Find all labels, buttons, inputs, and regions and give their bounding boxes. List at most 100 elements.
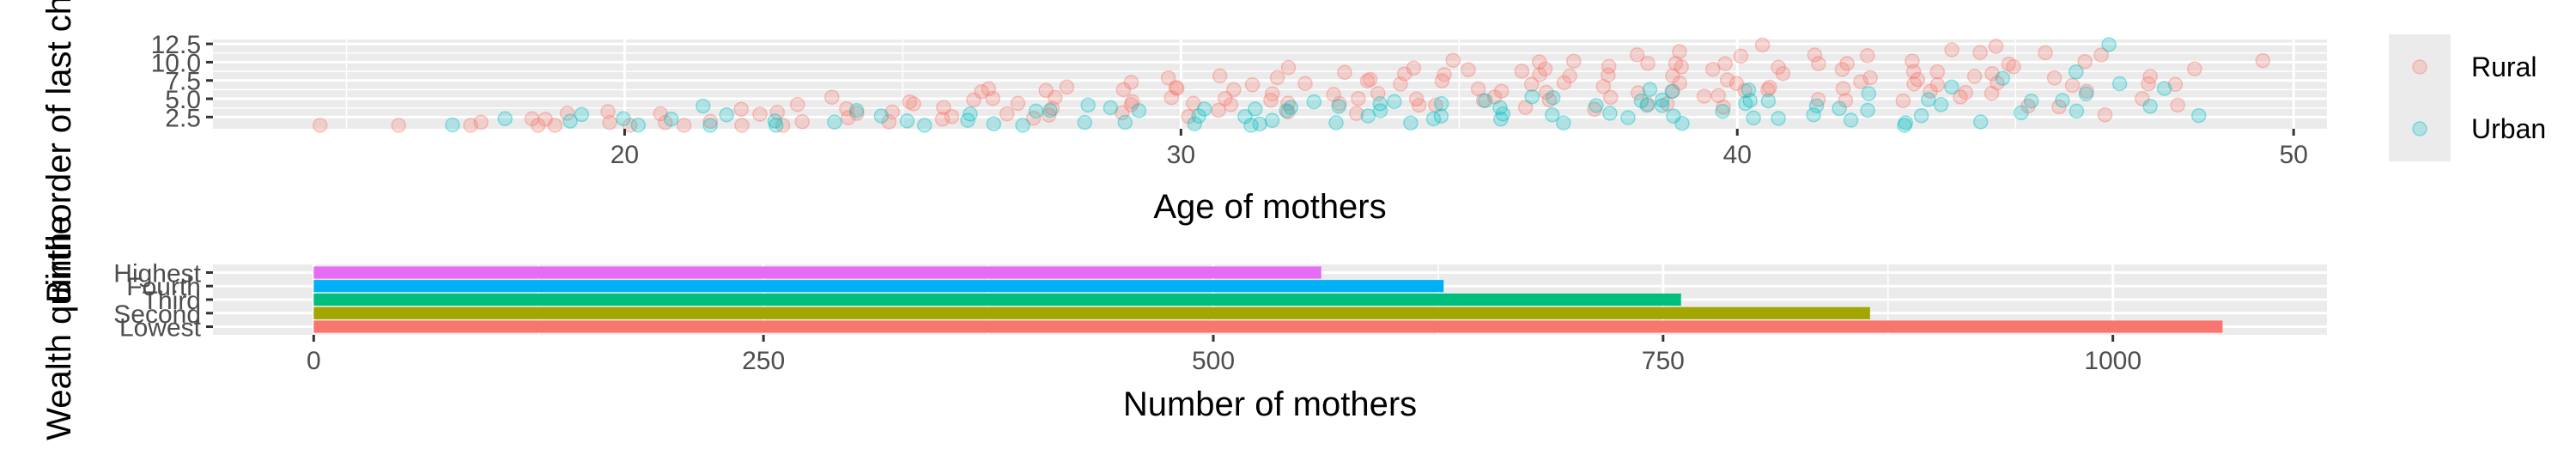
scatter-y-tick-label: 5.0 xyxy=(165,86,201,114)
scatter-point-rural xyxy=(999,106,1015,122)
scatter-x-tick-label: 30 xyxy=(1167,141,1195,169)
scatter-point-urban xyxy=(1913,107,1929,124)
scatter-point-urban xyxy=(1589,98,1604,113)
scatter-point-rural xyxy=(1929,76,1946,93)
scatter-point-urban xyxy=(2156,81,2172,96)
scatter-point-rural xyxy=(1539,84,1554,100)
scatter-point-urban xyxy=(1832,100,1847,117)
scatter-point-rural xyxy=(1958,85,1973,100)
scatter-point-rural xyxy=(1601,58,1617,75)
bar-x-tick-label: 750 xyxy=(1642,347,1685,375)
scatter-point-rural xyxy=(966,92,981,108)
scatter-x-tick-label: 50 xyxy=(2279,141,2307,169)
scatter-point-rural xyxy=(524,111,540,127)
bar-x-axis-title: Number of mothers xyxy=(1123,385,1417,423)
scatter-point-urban xyxy=(1478,93,1493,109)
scatter-point-urban xyxy=(1898,115,1914,130)
scatter-point-rural xyxy=(1665,68,1680,84)
scatter-point-rural xyxy=(1486,89,1503,105)
scatter-point-rural xyxy=(1059,79,1075,95)
scatter-point-rural xyxy=(1514,64,1530,79)
legend-label-urban: Urban xyxy=(2471,113,2546,144)
scatter-x-tick-label: 40 xyxy=(1723,141,1752,169)
scatter-point-urban xyxy=(1944,79,1959,95)
scatter-point-urban xyxy=(1742,93,1758,108)
scatter-point-rural xyxy=(1719,72,1735,88)
bar-y-tick-label: Highest xyxy=(113,259,201,288)
bar-x-tick-label: 500 xyxy=(1192,347,1235,375)
scatter-point-urban xyxy=(1654,98,1670,113)
scatter-point-urban xyxy=(1633,93,1649,109)
scatter-point-urban xyxy=(1028,103,1044,119)
scatter-point-rural xyxy=(1966,69,1983,84)
bar-lowest xyxy=(313,320,2223,333)
bar-third xyxy=(313,293,1681,306)
scatter-point-rural xyxy=(1541,92,1558,108)
scatter-point-rural xyxy=(1351,90,1366,106)
scatter-point-rural xyxy=(981,81,997,97)
scatter-point-rural xyxy=(902,94,918,110)
scatter-point-urban xyxy=(1103,100,1119,116)
scatter-y-axis: 2.55.07.510.012.5 xyxy=(151,31,213,132)
scatter-point-rural xyxy=(1595,78,1612,94)
scatter-point-rural xyxy=(1717,56,1733,71)
scatter-point-rural xyxy=(2255,52,2271,69)
scatter-point-urban xyxy=(1746,110,1761,126)
scatter-point-urban xyxy=(1545,89,1561,106)
scatter-point-urban xyxy=(574,106,590,123)
scatter-point-urban xyxy=(1495,106,1511,122)
scatter-point-urban xyxy=(1403,115,1419,130)
scatter-point-rural xyxy=(839,100,854,117)
scatter-point-rural xyxy=(1565,53,1582,69)
scatter-point-urban xyxy=(1077,114,1093,130)
scatter-point-urban xyxy=(1372,103,1388,118)
scatter-point-urban xyxy=(1279,103,1294,118)
scatter-point-urban xyxy=(497,111,513,127)
scatter-point-rural xyxy=(2097,107,2113,123)
scatter-x-axis: 20 30 40 50 xyxy=(611,129,2308,169)
scatter-point-urban xyxy=(1843,112,1859,128)
scatter-point-rural xyxy=(789,96,805,112)
scatter-point-urban xyxy=(1433,96,1449,112)
scatter-point-rural xyxy=(769,105,786,120)
scatter-point-rural xyxy=(1972,45,1988,60)
scatter-point-urban xyxy=(1372,96,1388,112)
scatter-point-urban xyxy=(1191,108,1206,124)
scatter-point-urban xyxy=(1493,112,1509,127)
bar-y-tick-label: Fourth xyxy=(126,273,201,301)
bar-y-tick-label: Third xyxy=(143,287,201,315)
scatter-point-rural xyxy=(2077,53,2093,70)
scatter-point-rural xyxy=(1839,56,1855,71)
scatter-point-rural xyxy=(1048,89,1063,106)
legend-label-rural: Rural xyxy=(2471,52,2537,82)
scatter-point-rural xyxy=(1668,56,1684,71)
scatter-point-rural xyxy=(1838,93,1854,108)
scatter-point-urban xyxy=(769,118,784,133)
scatter-points xyxy=(313,37,2271,133)
scatter-point-rural xyxy=(1737,82,1753,99)
scatter-point-urban xyxy=(1602,106,1618,121)
scatter-point-rural xyxy=(1834,62,1850,77)
scatter-point-urban xyxy=(1328,115,1344,130)
scatter-point-rural xyxy=(1408,91,1425,107)
scatter-point-rural xyxy=(2142,69,2158,84)
scatter-point-rural xyxy=(1862,70,1878,86)
bar-y-axis-title: Wealth quintile xyxy=(40,215,78,440)
bar-y-tick-label: Second xyxy=(113,300,201,329)
scatter-point-rural xyxy=(1349,106,1364,121)
scatter-point-rural xyxy=(1716,100,1731,115)
scatter-point-rural xyxy=(2001,57,2017,72)
scatter-point-rural xyxy=(1944,42,1959,58)
scatter-point-urban xyxy=(1433,108,1449,124)
scatter-point-rural xyxy=(1396,66,1413,82)
scatter-point-rural xyxy=(2006,58,2021,75)
scatter-point-rural xyxy=(2020,98,2036,114)
scatter-point-rural xyxy=(1123,97,1139,112)
scatter-point-urban xyxy=(2069,103,2085,119)
legend-key-rural xyxy=(2412,59,2427,75)
scatter-point-urban xyxy=(1492,100,1508,116)
scatter-point-rural xyxy=(1493,83,1510,99)
scatter-point-rural xyxy=(1562,68,1577,84)
scatter-point-rural xyxy=(1280,95,1296,112)
